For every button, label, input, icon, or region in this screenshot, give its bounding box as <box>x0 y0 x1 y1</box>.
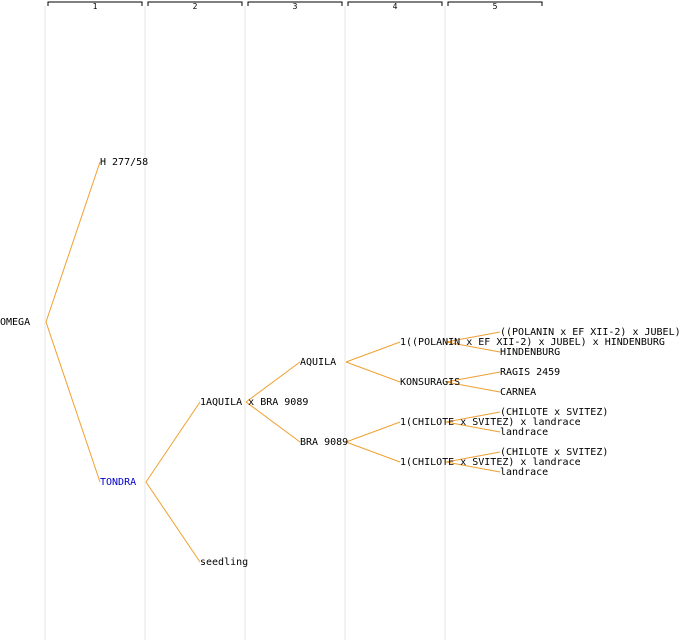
edge-bra9089-chil1 <box>345 421 401 443</box>
edge-tondra-aqbra <box>145 401 201 483</box>
node-konsuragis[interactable]: KONSURAGIS <box>400 377 460 388</box>
edge-omega-h277 <box>45 161 101 323</box>
edge-polhind-hindenburg <box>445 341 501 353</box>
node-chil1[interactable]: 1(CHILOTE x SVITEZ) x landrace <box>400 417 581 428</box>
edge-aquila-polhind <box>345 341 401 363</box>
node-land2[interactable]: landrace <box>500 467 548 478</box>
column-bracket <box>447 1 543 6</box>
edge-aquila-konsuragis <box>345 361 401 383</box>
edge-konsuragis-carnea <box>445 381 501 393</box>
edge-aqbra-bra9089 <box>245 401 301 443</box>
edge-bra9089-chil2 <box>345 441 401 463</box>
node-poljub[interactable]: ((POLANIN x EF XII-2) x JUBEL) <box>500 327 681 338</box>
column-bracket <box>247 1 343 6</box>
node-aquila[interactable]: AQUILA <box>300 357 336 368</box>
node-aqbra[interactable]: 1AQUILA x BRA 9089 <box>200 397 308 408</box>
node-chsv2[interactable]: (CHILOTE x SVITEZ) <box>500 447 608 458</box>
node-land1[interactable]: landrace <box>500 427 548 438</box>
edge-chil1-land1 <box>445 421 501 433</box>
edge-chil2-land2 <box>445 461 501 473</box>
node-hindenburg[interactable]: HINDENBURG <box>500 347 560 358</box>
node-polhind[interactable]: 1((POLANIN x EF XII-2) x JUBEL) x HINDEN… <box>400 337 665 348</box>
column-number: 1 <box>93 2 98 11</box>
edge-tondra-seedling <box>145 481 201 563</box>
node-omega[interactable]: OMEGA <box>0 317 30 328</box>
node-bra9089[interactable]: BRA 9089 <box>300 437 348 448</box>
edge-chil1-chsv1 <box>445 411 501 423</box>
column-number: 3 <box>293 2 298 11</box>
node-tondra[interactable]: TONDRA <box>100 477 136 488</box>
node-carnea[interactable]: CARNEA <box>500 387 536 398</box>
edge-konsuragis-ragis <box>445 371 501 383</box>
node-ragis[interactable]: RAGIS 2459 <box>500 367 560 378</box>
edge-omega-tondra <box>45 321 101 483</box>
node-chsv1[interactable]: (CHILOTE x SVITEZ) <box>500 407 608 418</box>
column-number: 5 <box>493 2 498 11</box>
edge-aqbra-aquila <box>245 361 301 403</box>
edge-polhind-poljub <box>445 331 501 343</box>
column-bracket <box>347 1 443 6</box>
node-seedling[interactable]: seedling <box>200 557 248 568</box>
node-chil2[interactable]: 1(CHILOTE x SVITEZ) x landrace <box>400 457 581 468</box>
node-h277[interactable]: H 277/58 <box>100 157 148 168</box>
column-number: 4 <box>393 2 398 11</box>
column-bracket <box>47 1 143 6</box>
edge-chil2-chsv2 <box>445 451 501 463</box>
column-number: 2 <box>193 2 198 11</box>
column-bracket <box>147 1 243 6</box>
